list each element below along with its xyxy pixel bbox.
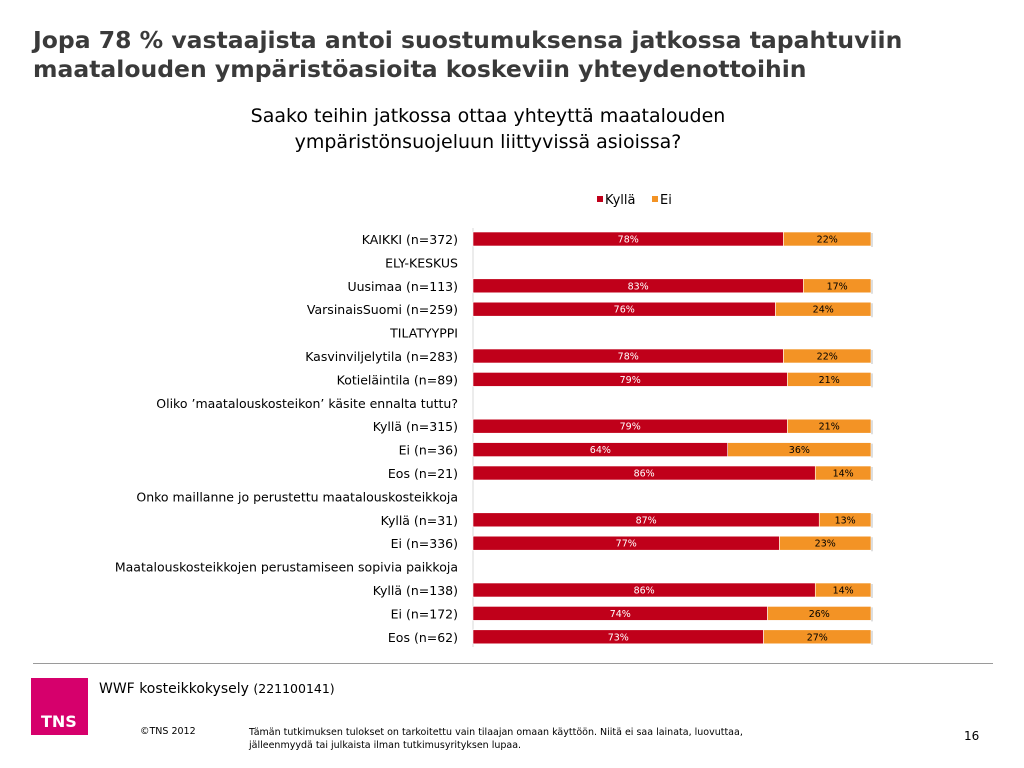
bar-ei	[814, 465, 872, 481]
category-label: Uusimaa (n=113)	[347, 279, 458, 294]
bar-ei	[787, 372, 872, 387]
category-label: Eos (n=21)	[388, 466, 458, 481]
data-label-kyllä: 79%	[620, 422, 641, 433]
category-label: TILATYYPPI	[389, 326, 458, 341]
copyright: ©TNS 2012	[140, 726, 196, 737]
category-label: Ei (n=172)	[391, 606, 458, 621]
data-label-ei: 21%	[819, 422, 840, 433]
bar-ei	[803, 278, 872, 294]
page-number: 16	[964, 729, 980, 743]
category-label: ELY-KESKUS	[385, 255, 458, 270]
data-label-ei: 14%	[833, 469, 854, 480]
legend-label-ei: Ei	[660, 193, 672, 208]
data-label-ei: 13%	[835, 515, 856, 526]
bar-ei	[767, 606, 872, 621]
data-label-kyllä: 73%	[608, 632, 629, 643]
bar-ei	[783, 348, 872, 364]
disclaimer: Tämän tutkimuksen tulokset on tarkoitett…	[249, 727, 743, 751]
legend-swatch-ei	[652, 196, 658, 202]
category-label: Kotieläintila (n=89)	[337, 372, 458, 387]
data-label-kyllä: 76%	[614, 305, 635, 316]
data-label-kyllä: 64%	[590, 445, 611, 456]
category-label: Oliko ’maatalouskosteikon’ käsite ennalt…	[156, 396, 458, 411]
data-label-kyllä: 77%	[616, 539, 637, 550]
data-label-ei: 17%	[827, 281, 848, 292]
data-label-kyllä: 74%	[610, 609, 631, 620]
data-label-ei: 36%	[789, 445, 810, 456]
bar-ei	[779, 535, 872, 551]
headline: Jopa 78 % vastaajista antoi suostumuksen…	[33, 26, 903, 83]
legend-label-kyllä: Kyllä	[605, 193, 635, 208]
category-label: Kasvinviljelytila (n=283)	[305, 349, 458, 364]
data-label-kyllä: 86%	[634, 586, 655, 597]
logo-text: TNS	[41, 712, 77, 731]
chart-title: Saako teihin jatkossa ottaa yhteyttä maa…	[250, 105, 726, 153]
category-label: Onko maillanne jo perustettu maatalousko…	[136, 489, 458, 504]
category-label: VarsinaisSuomi (n=259)	[307, 302, 458, 317]
project-title: WWF kosteikkokysely	[99, 681, 249, 697]
category-label: Ei (n=36)	[399, 443, 458, 458]
bar-ei	[775, 301, 872, 317]
data-label-kyllä: 78%	[618, 352, 639, 363]
footer-divider	[33, 663, 993, 664]
data-label-ei: 22%	[817, 352, 838, 363]
bar-ei	[814, 582, 872, 598]
data-label-ei: 23%	[815, 539, 836, 550]
data-label-ei: 24%	[813, 305, 834, 316]
data-label-ei: 27%	[807, 632, 828, 643]
data-label-ei: 22%	[817, 235, 838, 246]
category-label: KAIKKI (n=372)	[362, 232, 458, 247]
tns-logo: TNS	[31, 678, 88, 735]
bar-ei	[727, 442, 872, 457]
bar-ei	[818, 512, 872, 528]
category-label: Kyllä (n=31)	[381, 513, 458, 528]
data-label-ei: 21%	[819, 375, 840, 386]
category-label: Ei (n=336)	[391, 536, 458, 551]
category-label: Maatalouskosteikkojen perustamiseen sopi…	[115, 560, 458, 575]
data-label-kyllä: 87%	[636, 515, 657, 526]
project-code: (221100141)	[253, 681, 335, 696]
data-label-ei: 26%	[809, 609, 830, 620]
data-label-kyllä: 83%	[628, 281, 649, 292]
category-label: Kyllä (n=315)	[373, 419, 458, 434]
bar-ei	[763, 629, 872, 645]
data-label-kyllä: 78%	[618, 235, 639, 246]
bar-ei	[787, 418, 872, 434]
category-label: Kyllä (n=138)	[373, 583, 458, 598]
data-label-ei: 14%	[833, 586, 854, 597]
stacked-bar-chart: Kyllä Ei KAIKKI (n=372) 78% 22% ELY-KESKUS Uus…	[115, 193, 873, 647]
category-label: Eos (n=62)	[388, 630, 458, 645]
legend-swatch-kyllä	[597, 196, 603, 202]
data-label-kyllä: 79%	[620, 375, 641, 386]
project-name: WWF kosteikkokysely (221100141)	[99, 681, 335, 697]
bar-ei	[783, 231, 872, 247]
data-label-kyllä: 86%	[634, 469, 655, 480]
